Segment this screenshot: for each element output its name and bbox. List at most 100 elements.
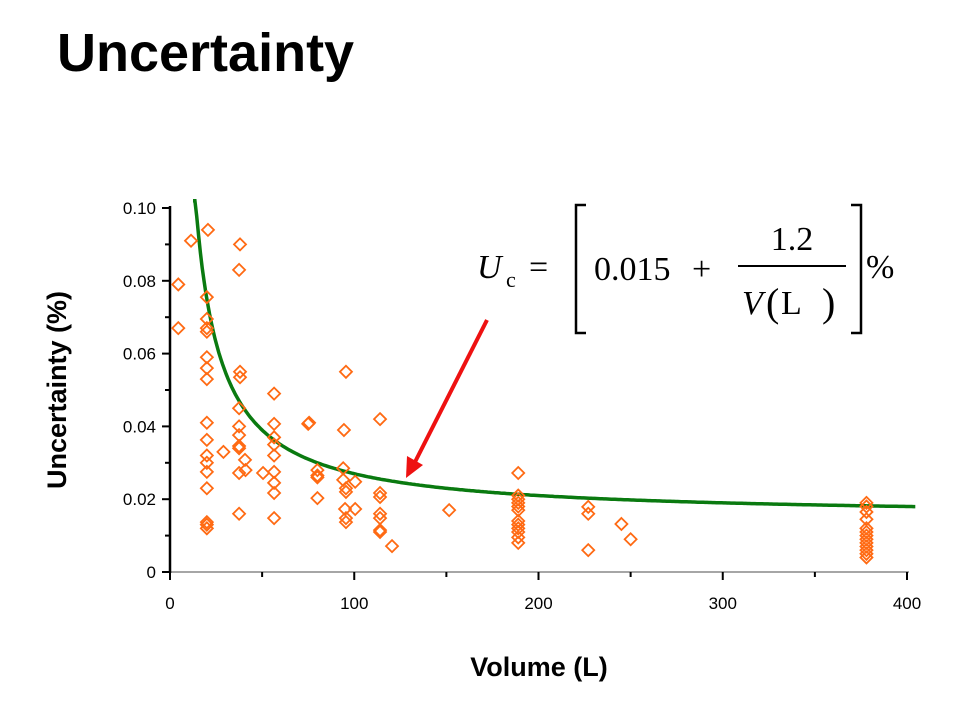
data-point bbox=[238, 462, 253, 478]
y-tick-label: 0.08 bbox=[123, 272, 156, 291]
data-point bbox=[199, 432, 215, 448]
data-point bbox=[441, 502, 457, 518]
data-point bbox=[623, 531, 638, 547]
data-point bbox=[510, 530, 526, 545]
data-point bbox=[171, 320, 186, 336]
data-point bbox=[859, 546, 874, 562]
y-axis-label: Uncertainty (%) bbox=[42, 291, 72, 489]
data-point bbox=[232, 364, 248, 380]
fit-curve-layer bbox=[193, 198, 916, 509]
x-tick-label: 100 bbox=[340, 594, 368, 613]
eq-lhs: U bbox=[477, 249, 504, 286]
data-point bbox=[510, 521, 526, 536]
data-point bbox=[266, 430, 282, 445]
data-point bbox=[183, 233, 199, 249]
data-point bbox=[310, 470, 325, 485]
equation: U c = 0.015 + 1.2 V ( L ) % bbox=[477, 203, 894, 335]
data-point bbox=[266, 448, 282, 463]
data-point bbox=[372, 506, 388, 522]
data-point bbox=[347, 501, 363, 517]
data-point bbox=[338, 514, 354, 530]
data-point bbox=[266, 386, 282, 401]
data-point bbox=[859, 504, 874, 520]
data-point bbox=[510, 499, 526, 514]
data-point bbox=[859, 542, 874, 558]
eq-paren-open: ( bbox=[766, 280, 779, 325]
data-point bbox=[338, 481, 354, 496]
data-point bbox=[199, 455, 215, 471]
data-point bbox=[859, 550, 874, 565]
data-point bbox=[384, 538, 400, 554]
data-point bbox=[231, 465, 247, 481]
data-point bbox=[231, 438, 247, 454]
data-point bbox=[216, 444, 231, 460]
data-point bbox=[338, 484, 354, 500]
data-point bbox=[231, 419, 247, 434]
data-point bbox=[255, 465, 271, 481]
data-point bbox=[199, 521, 215, 536]
data-point bbox=[372, 522, 388, 538]
eq-numerator: 1.2 bbox=[771, 221, 814, 258]
data-point bbox=[266, 485, 282, 501]
y-tick-label: 0 bbox=[147, 563, 156, 582]
data-point bbox=[859, 495, 874, 511]
eq-paren-close: ) bbox=[822, 280, 835, 325]
eq-den-unit: L bbox=[781, 285, 802, 322]
eq-equals: = bbox=[529, 249, 548, 286]
red-arrow bbox=[406, 319, 489, 478]
data-point bbox=[372, 510, 388, 526]
data-point bbox=[510, 495, 526, 511]
slide-title: Uncertainty bbox=[57, 23, 355, 83]
data-point bbox=[199, 517, 215, 532]
y-tick-label: 0.06 bbox=[123, 345, 156, 364]
data-point bbox=[372, 411, 388, 427]
data-point bbox=[372, 489, 388, 505]
data-point bbox=[372, 524, 388, 540]
data-point bbox=[337, 501, 353, 517]
data-point bbox=[336, 422, 352, 438]
eq-const: 0.015 bbox=[594, 251, 671, 288]
data-point bbox=[510, 535, 526, 551]
data-point bbox=[266, 510, 282, 526]
data-point bbox=[199, 415, 215, 431]
data-point bbox=[199, 481, 215, 496]
data-point bbox=[232, 237, 248, 252]
data-point bbox=[199, 448, 215, 463]
data-point bbox=[310, 468, 325, 483]
data-point bbox=[266, 475, 282, 491]
eq-right-bracket bbox=[851, 203, 863, 335]
data-point bbox=[580, 542, 596, 558]
data-point bbox=[171, 277, 186, 292]
eq-unit: % bbox=[866, 249, 894, 286]
x-tick-label: 0 bbox=[165, 594, 174, 613]
x-tick-label: 300 bbox=[709, 594, 737, 613]
y-tick-label: 0.10 bbox=[123, 199, 156, 218]
data-point bbox=[580, 506, 596, 522]
data-point bbox=[310, 462, 325, 478]
data-point bbox=[372, 485, 388, 501]
y-tick-label: 0.02 bbox=[123, 490, 156, 509]
data-point bbox=[200, 222, 216, 238]
data-point bbox=[338, 510, 354, 526]
data-point bbox=[347, 474, 363, 490]
y-tick-label: 0.04 bbox=[123, 417, 156, 436]
data-point bbox=[199, 514, 215, 530]
fit-curve bbox=[193, 198, 916, 509]
data-point bbox=[199, 320, 215, 336]
eq-sub: c bbox=[506, 267, 516, 292]
data-point bbox=[199, 289, 215, 305]
data-point bbox=[310, 490, 325, 506]
x-axis-label: Volume (L) bbox=[470, 652, 608, 682]
data-point bbox=[199, 324, 215, 340]
data-point bbox=[199, 371, 215, 387]
data-point bbox=[231, 262, 247, 278]
data-point bbox=[266, 416, 282, 432]
data-point bbox=[232, 369, 248, 385]
x-tick-label: 400 bbox=[893, 594, 921, 613]
eq-den-var: V bbox=[742, 285, 767, 322]
data-point bbox=[301, 415, 317, 431]
eq-left-bracket bbox=[574, 203, 586, 335]
data-point bbox=[580, 499, 596, 515]
x-tick-label: 200 bbox=[524, 594, 552, 613]
